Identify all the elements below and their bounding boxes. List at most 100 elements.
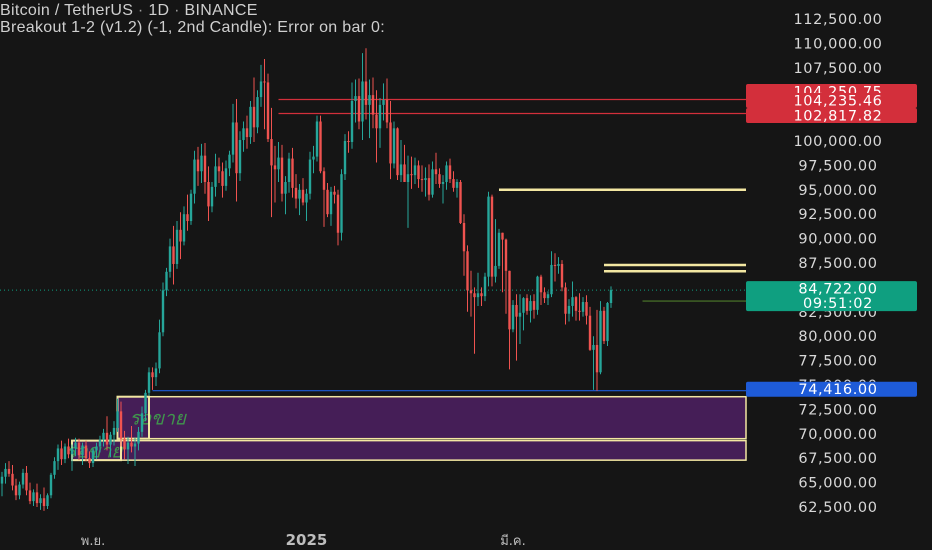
candle-body — [74, 442, 77, 449]
indicator-legend[interactable]: Breakout 1-2 (v1.2) (-1, 2nd Candle): Er… — [0, 19, 385, 37]
candle-body — [343, 141, 347, 175]
candle-body — [406, 174, 410, 182]
candle-body — [81, 445, 84, 456]
candle-body — [165, 271, 168, 291]
candle-body — [571, 297, 574, 306]
y-tick-label: 67,500.00 — [798, 451, 877, 467]
y-tick-label: 80,000.00 — [798, 329, 877, 345]
candle-body — [133, 443, 137, 447]
title-separator: · — [137, 2, 144, 19]
candle-body — [49, 474, 53, 496]
y-tick-label: 112,500.00 — [793, 12, 882, 28]
candle-body — [357, 96, 361, 122]
candle-body — [347, 141, 350, 142]
candle-body — [315, 121, 319, 157]
candle-body — [224, 168, 228, 186]
candle-body — [385, 100, 389, 123]
candle-body — [291, 158, 294, 188]
y-tick-label: 100,000.00 — [793, 134, 882, 150]
candle-body — [277, 157, 280, 170]
candle-body — [578, 310, 581, 312]
candle-body — [329, 191, 333, 215]
y-tick-label: 62,500.00 — [798, 500, 877, 516]
candle-body — [529, 301, 532, 311]
price-label-text: 104,235.46 — [793, 94, 882, 110]
candle-body — [364, 81, 368, 105]
candle-body — [501, 232, 504, 240]
candle-body — [270, 139, 273, 166]
candle-body — [399, 164, 403, 176]
candle-body — [7, 468, 11, 474]
candle-body — [536, 276, 539, 310]
candle-body — [522, 298, 525, 313]
price-label-text: 84,722.00 — [798, 282, 877, 298]
candle-body — [14, 485, 18, 496]
candle-body — [567, 305, 571, 314]
candle-body — [158, 332, 161, 369]
zone-label: รอขาย — [130, 408, 188, 430]
candle-body — [42, 498, 46, 507]
candle-body — [389, 122, 392, 164]
candle-body — [140, 413, 144, 432]
candle-body — [200, 155, 203, 172]
candle-body — [298, 189, 301, 199]
candle-body — [119, 411, 123, 439]
x-tick-label: 2025 — [286, 531, 328, 549]
candle-body — [490, 196, 494, 277]
candle-body — [245, 128, 249, 138]
candle-body — [592, 344, 595, 350]
candle-body — [32, 492, 35, 502]
candle-body — [123, 438, 126, 450]
candle-body — [508, 270, 511, 330]
candle-body — [602, 310, 606, 342]
candle-body — [487, 196, 490, 277]
candle-body — [606, 303, 609, 342]
candle-body — [284, 181, 287, 194]
candle-body — [445, 165, 448, 182]
candle-body — [214, 166, 217, 187]
candle-body — [599, 310, 602, 373]
candle-body — [417, 165, 420, 180]
candle-body — [322, 171, 326, 190]
candle-body — [256, 97, 259, 128]
candle-body — [186, 214, 189, 222]
candle-body — [273, 165, 277, 170]
candle-body — [259, 81, 263, 98]
candle-body — [18, 484, 21, 496]
indicator-label: Breakout 1-2 (v1.2) (-1, 2nd Candle): Er… — [0, 19, 385, 36]
candle-body — [466, 251, 469, 291]
candle-body — [137, 431, 140, 444]
price-label-box — [746, 381, 917, 397]
price-axis-panel — [746, 0, 932, 550]
candle-body — [448, 165, 452, 180]
candle-body — [532, 301, 536, 310]
candle-body — [28, 490, 32, 502]
candle-body — [249, 106, 252, 138]
candle-body — [546, 294, 550, 299]
candle-body — [333, 191, 336, 195]
y-tick-label: 70,000.00 — [798, 427, 877, 443]
x-tick-label: พ.ย. — [81, 534, 105, 549]
y-tick-label: 97,500.00 — [798, 158, 877, 174]
candle-body — [420, 179, 424, 181]
price-label-text: 74,416.00 — [798, 382, 877, 398]
candle-body — [609, 290, 613, 304]
candle-body — [308, 159, 312, 194]
candle-body — [375, 114, 378, 129]
candle-body — [396, 128, 399, 176]
candle-body — [126, 442, 130, 450]
candle-body — [196, 159, 200, 172]
candle-body — [595, 344, 599, 373]
candle-body — [130, 442, 133, 447]
candle-body — [60, 448, 63, 460]
candle-body — [88, 458, 91, 464]
candle-body — [424, 178, 427, 181]
candle-body — [21, 472, 25, 485]
candle-body — [459, 181, 462, 223]
candle-body — [564, 287, 567, 314]
candle-body — [515, 304, 518, 317]
candle-body — [438, 174, 441, 184]
candle-body — [525, 298, 529, 311]
